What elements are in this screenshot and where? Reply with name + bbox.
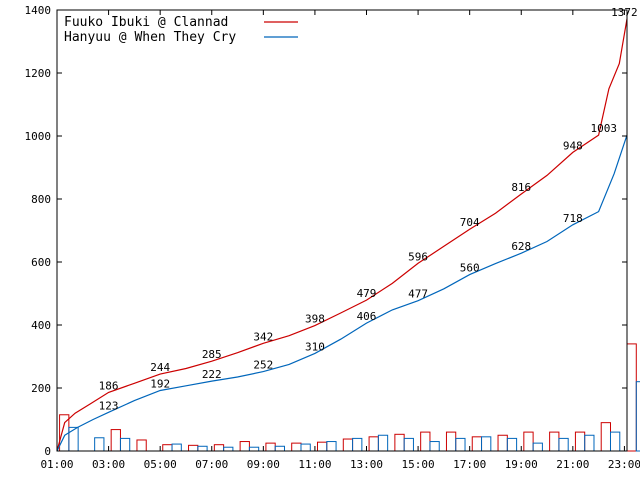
cumulative-lines xyxy=(56,18,628,452)
y-tick-label: 1200 xyxy=(25,67,52,80)
axes: 0 200 400 600 800 1000 1200 1400 01:00 03:00 05:00… xyxy=(25,4,640,471)
data-label-series-2: 628 xyxy=(511,240,531,253)
data-label-series-1: 816 xyxy=(511,181,531,194)
bar-series-1 xyxy=(342,438,354,452)
x-tick-label: 05:00 xyxy=(144,458,177,471)
y-tick-label: 1000 xyxy=(25,130,52,143)
data-label-series-2: 222 xyxy=(202,368,222,381)
y-tick-label: 400 xyxy=(31,319,51,332)
data-label-series-2: 718 xyxy=(563,212,583,225)
bar-series-1 xyxy=(600,422,611,452)
bar-series-2 xyxy=(584,434,595,452)
bar-series-1 xyxy=(188,444,199,452)
bar-series-1 xyxy=(136,439,147,452)
bar-series-2 xyxy=(429,441,440,452)
line-series-2 xyxy=(56,134,628,452)
x-tick-label: 21:00 xyxy=(556,458,589,471)
data-label-series-2: 252 xyxy=(253,359,273,372)
bar-series-2 xyxy=(506,437,518,452)
y-tick-label: 0 xyxy=(44,445,51,458)
line-series-1 xyxy=(56,18,628,452)
bar-series-2 xyxy=(609,431,621,452)
y-tick-label: 200 xyxy=(31,382,51,395)
legend-label-series-2: Hanyuu @ When They Cry xyxy=(64,30,236,45)
x-tick-label: 09:00 xyxy=(247,458,280,471)
bar-series-1 xyxy=(523,431,534,452)
bar-series-2 xyxy=(300,443,311,452)
point-labels: 1862442853423984795967048169481372123192… xyxy=(99,6,638,412)
y-tick-label: 800 xyxy=(31,193,51,206)
bar-series-2 xyxy=(68,426,79,452)
bar-series-2 xyxy=(171,443,182,452)
data-label-series-2: 406 xyxy=(357,310,377,323)
bar-series-2 xyxy=(326,441,337,452)
bar-series-1 xyxy=(626,343,637,452)
bar-series-2 xyxy=(119,437,131,452)
bar-series-2 xyxy=(403,437,414,452)
data-label-series-1: 596 xyxy=(408,250,428,263)
bar-series-2 xyxy=(248,446,260,452)
data-label-series-1: 704 xyxy=(460,216,480,229)
bar-series-2 xyxy=(274,445,285,452)
bar-series-2 xyxy=(455,437,466,452)
bar-series-1 xyxy=(394,433,405,452)
data-label-series-1: 948 xyxy=(563,139,583,152)
plot-frame xyxy=(56,9,628,452)
data-label-series-2: 477 xyxy=(408,288,428,301)
x-tick-label: 07:00 xyxy=(195,458,228,471)
data-label-series-1: 479 xyxy=(357,287,377,300)
bar-series-2 xyxy=(558,437,569,452)
bar-series-1 xyxy=(265,442,276,452)
bar-series-1 xyxy=(574,431,586,452)
y-tick-label: 1400 xyxy=(25,4,52,17)
y-tick-label: 600 xyxy=(31,256,51,269)
bar-series-2 xyxy=(481,436,492,452)
x-tick-label: 17:00 xyxy=(453,458,486,471)
bar-series-1 xyxy=(162,444,173,452)
bar-series-1 xyxy=(445,431,457,452)
x-tick-label: 11:00 xyxy=(298,458,331,471)
bar-series-2 xyxy=(532,442,543,452)
bar-series-2 xyxy=(377,434,389,452)
bar-series-1 xyxy=(110,429,121,452)
x-tick-label: 03:00 xyxy=(92,458,125,471)
bar-series-2 xyxy=(197,445,208,452)
bar-series-2 xyxy=(635,381,640,452)
bar-series-1 xyxy=(549,431,560,452)
bar-series-1 xyxy=(213,444,225,452)
bar-series-1 xyxy=(316,441,328,452)
bar-series-1 xyxy=(471,436,483,452)
data-label-series-1: 342 xyxy=(253,330,273,343)
x-tick-label: 01:00 xyxy=(40,458,73,471)
data-label-series-1: 285 xyxy=(202,348,222,361)
x-tick-label: 15:00 xyxy=(402,458,435,471)
x-tick-label: 23:00 xyxy=(608,458,640,471)
bar-series-2 xyxy=(223,446,234,452)
bar-series-2 xyxy=(352,437,363,452)
bar-series-1 xyxy=(497,434,508,452)
legend-label-series-1: Fuuko Ibuki @ Clannad xyxy=(64,15,228,30)
data-label-series-2: 1003 xyxy=(591,122,618,135)
data-label-series-1: 244 xyxy=(150,361,170,374)
data-label-series-1: 186 xyxy=(99,379,119,392)
data-label-series-2: 123 xyxy=(99,399,119,412)
hourly-bars xyxy=(59,343,640,452)
data-label-series-2: 310 xyxy=(305,340,325,353)
data-label-series-2: 560 xyxy=(460,262,480,275)
bar-series-1 xyxy=(291,442,302,452)
bar-series-2 xyxy=(94,437,105,452)
bar-series-1 xyxy=(239,441,250,452)
data-label-series-2: 192 xyxy=(150,378,170,391)
data-label-series-1: 398 xyxy=(305,313,325,326)
bar-series-1 xyxy=(368,436,379,452)
x-tick-label: 19:00 xyxy=(505,458,538,471)
x-tick-label: 13:00 xyxy=(350,458,383,471)
bar-series-1 xyxy=(420,431,431,452)
